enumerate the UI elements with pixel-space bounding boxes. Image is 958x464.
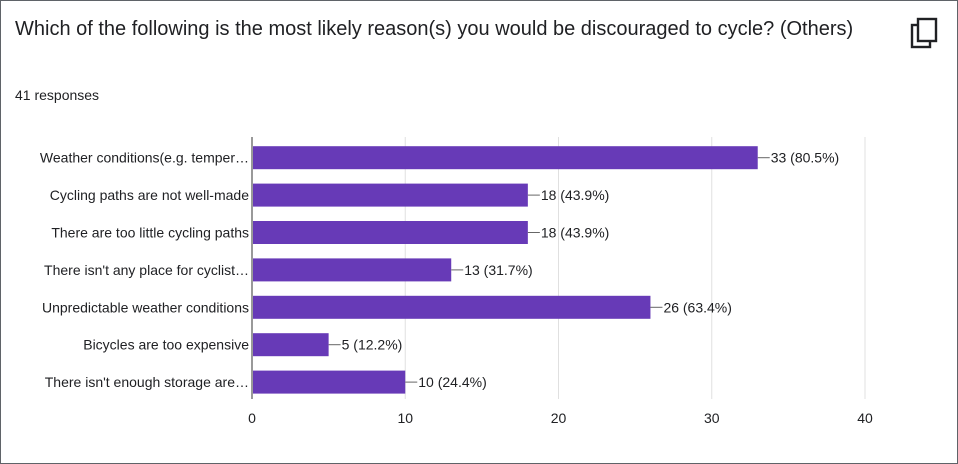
data-label: 33 (80.5%) [771, 150, 839, 166]
x-tick-label: 40 [857, 410, 873, 426]
bar [253, 333, 329, 357]
category-label: There isn't any place for cyclist… [44, 262, 249, 278]
bar [253, 295, 651, 319]
copy-icon [910, 17, 938, 49]
x-tick-label: 0 [248, 410, 256, 426]
category-label: Weather conditions(e.g. temper… [40, 150, 249, 166]
data-label: 10 (24.4%) [418, 374, 486, 390]
x-tick-label: 30 [704, 410, 720, 426]
copy-chart-button[interactable] [909, 17, 941, 53]
x-tick-label: 20 [551, 410, 567, 426]
category-label: There isn't enough storage are… [45, 374, 249, 390]
bar [253, 370, 406, 394]
bar [253, 258, 452, 282]
data-label: 5 (12.2%) [342, 337, 403, 353]
category-label: Unpredictable weather conditions [42, 299, 249, 315]
category-label: Bicycles are too expensive [83, 337, 249, 353]
question-title: Which of the following is the most likel… [15, 18, 854, 40]
bar [253, 221, 528, 244]
bar [253, 183, 528, 207]
x-tick-label: 10 [397, 410, 413, 426]
response-count: 41 responses [15, 87, 100, 103]
bar [253, 146, 758, 170]
data-label: 18 (43.9%) [541, 187, 609, 203]
data-label: 18 (43.9%) [541, 225, 609, 241]
data-label: 26 (63.4%) [663, 299, 731, 315]
category-label: Cycling paths are not well-made [50, 187, 249, 203]
data-label: 13 (31.7%) [464, 262, 532, 278]
category-label: There are too little cycling paths [51, 225, 249, 241]
